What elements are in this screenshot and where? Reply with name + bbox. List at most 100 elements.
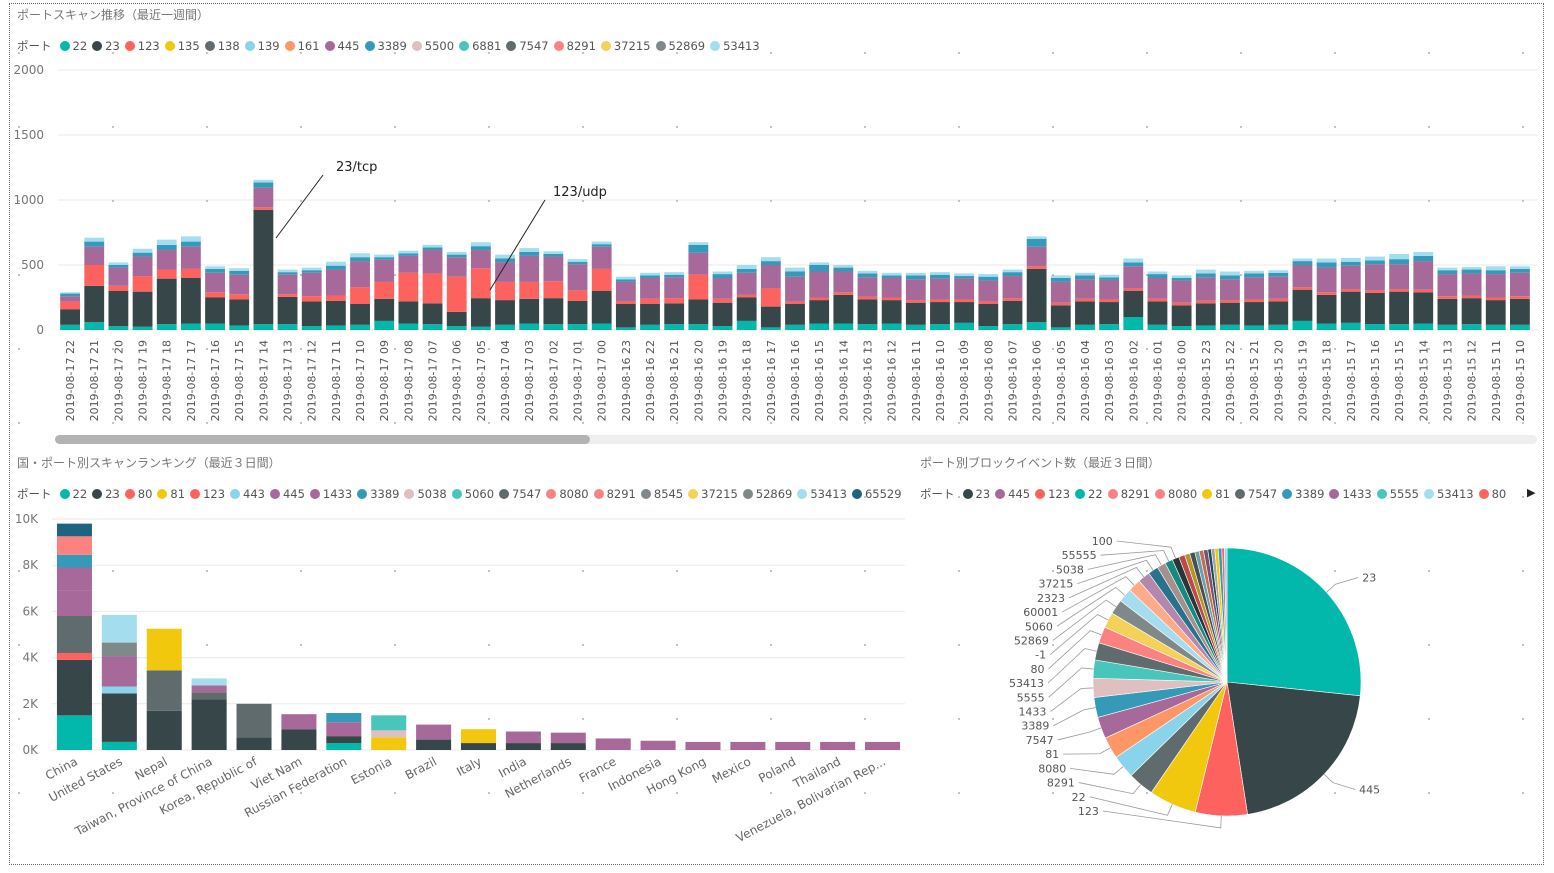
br-legend-item-123[interactable]: 123 bbox=[1035, 487, 1070, 501]
legend-dot-icon bbox=[284, 41, 295, 51]
bar-segment-123 bbox=[108, 285, 129, 291]
bar-segment-123 bbox=[567, 290, 588, 301]
bar-segment-53413 bbox=[1292, 258, 1313, 262]
br-legend-item-5555[interactable]: 5555 bbox=[1376, 487, 1419, 501]
bar-segment-123 bbox=[398, 272, 419, 302]
bar-segment-23 bbox=[1099, 302, 1120, 325]
br-legend-item-8291[interactable]: 8291 bbox=[1107, 487, 1150, 501]
bar-segment-23 bbox=[954, 302, 975, 323]
top-chart-legend[interactable]: ポート 22 23 123 135 138 139 161 445 3389 5500 6881 75… bbox=[17, 38, 765, 54]
bar-segment-123 bbox=[688, 274, 709, 300]
legend-dot-icon bbox=[157, 489, 168, 499]
bar-segment-445 bbox=[277, 274, 298, 295]
br-legend-item-23[interactable]: 23 bbox=[962, 487, 990, 501]
bar-segment-53413 bbox=[930, 272, 950, 275]
pie-leader-line bbox=[1049, 613, 1109, 655]
br-legend-item-53413[interactable]: 53413 bbox=[1424, 487, 1474, 501]
y-tick-label: 0K bbox=[22, 743, 39, 757]
bl-legend-item-22[interactable]: 22 bbox=[59, 487, 87, 501]
bar-segment-123 bbox=[277, 294, 298, 297]
top-legend-item-123[interactable]: 123 bbox=[124, 39, 160, 53]
bl-legend-item-81[interactable]: 81 bbox=[157, 487, 185, 501]
top-legend-item-138[interactable]: 138 bbox=[204, 39, 240, 53]
horizontal-scrollbar-thumb[interactable] bbox=[55, 435, 590, 444]
bl-legend-item-52869[interactable]: 52869 bbox=[742, 487, 792, 501]
top-legend-item-7547[interactable]: 7547 bbox=[506, 39, 549, 53]
x-tick-label: 2019-08-17 04 bbox=[499, 340, 512, 421]
x-tick-label: 2019-08-15 11 bbox=[1490, 340, 1503, 421]
top-legend-item-23[interactable]: 23 bbox=[92, 39, 120, 53]
br-legend-item-3389[interactable]: 3389 bbox=[1282, 487, 1324, 501]
bar-segment-445 bbox=[1268, 276, 1289, 299]
y-tick-label: 500 bbox=[21, 258, 44, 272]
bottom-right-legend[interactable]: ポート 23 445 123 22 8291 8080 81 7547 3389 1433 5555… bbox=[920, 486, 1511, 502]
top-legend-item-445[interactable]: 445 bbox=[324, 39, 360, 53]
bar-segment-445 bbox=[180, 246, 201, 269]
bar-segment-3389 bbox=[519, 252, 540, 256]
bar-segment-445 bbox=[191, 685, 227, 693]
bl-legend-item-3389[interactable]: 3389 bbox=[357, 487, 399, 501]
pie-data-label: 23 bbox=[1362, 572, 1376, 585]
bl-legend-item-53413[interactable]: 53413 bbox=[797, 487, 847, 501]
bl-legend-item-8545[interactable]: 8545 bbox=[640, 487, 683, 501]
top-legend-item-139[interactable]: 139 bbox=[244, 39, 280, 53]
bl-legend-item-37215[interactable]: 37215 bbox=[688, 487, 738, 501]
bl-legend-item-445[interactable]: 445 bbox=[269, 487, 305, 501]
bottom-left-legend[interactable]: ポート 22 23 80 81 123 443 445 1433 3389 5038 5060 754… bbox=[17, 486, 907, 502]
top-legend-item-3389[interactable]: 3389 bbox=[364, 39, 407, 53]
legend-item-label: 123 bbox=[203, 487, 226, 501]
top-legend-item-6881[interactable]: 6881 bbox=[459, 39, 501, 53]
bar-segment-23 bbox=[326, 736, 362, 744]
annotation-line bbox=[275, 174, 324, 239]
top-legend-item-8291[interactable]: 8291 bbox=[553, 39, 596, 53]
bl-legend-item-80[interactable]: 80 bbox=[124, 487, 152, 501]
bl-legend-item-5060[interactable]: 5060 bbox=[451, 487, 494, 501]
br-legend-item-445[interactable]: 445 bbox=[995, 487, 1030, 501]
bar-segment-445 bbox=[1026, 246, 1047, 267]
top-legend-item-135[interactable]: 135 bbox=[164, 39, 200, 53]
bar-segment-23 bbox=[416, 739, 452, 750]
bar-segment-123 bbox=[1050, 302, 1071, 306]
bl-legend-item-7547[interactable]: 7547 bbox=[499, 487, 541, 501]
br-legend-item-7547[interactable]: 7547 bbox=[1234, 487, 1277, 501]
br-legend-item-80[interactable]: 80 bbox=[1478, 487, 1506, 501]
bl-legend-item-123[interactable]: 123 bbox=[190, 487, 225, 501]
bar-segment-22 bbox=[1147, 324, 1168, 330]
top-legend-item-52869[interactable]: 52869 bbox=[655, 39, 706, 53]
bar-segment-445 bbox=[1195, 277, 1216, 301]
bar-segment-3389 bbox=[760, 261, 781, 265]
top-legend-item-5500[interactable]: 5500 bbox=[411, 39, 454, 53]
bar-segment-3389 bbox=[640, 275, 660, 278]
br-legend-item-1433[interactable]: 1433 bbox=[1329, 487, 1372, 501]
bar-segment-22 bbox=[954, 322, 975, 330]
bar-segment-22 bbox=[519, 323, 540, 330]
br-legend-item-8080[interactable]: 8080 bbox=[1154, 487, 1197, 501]
legend-item-label: 445 bbox=[1008, 487, 1031, 501]
br-legend-item-81[interactable]: 81 bbox=[1202, 487, 1230, 501]
legend-dot-icon bbox=[499, 489, 510, 499]
bl-legend-item-5038[interactable]: 5038 bbox=[404, 487, 447, 501]
bl-legend-item-23[interactable]: 23 bbox=[92, 487, 120, 501]
bar-segment-23 bbox=[1244, 302, 1265, 326]
horizontal-scrollbar-track[interactable] bbox=[55, 435, 1537, 444]
bar-segment-22 bbox=[567, 324, 588, 330]
bar-segment-123 bbox=[615, 301, 636, 304]
top-legend-item-161[interactable]: 161 bbox=[284, 39, 320, 53]
legend-item-label: 22 bbox=[72, 39, 88, 53]
bl-legend-item-1433[interactable]: 1433 bbox=[309, 487, 352, 501]
legend-item-label: 52869 bbox=[668, 39, 706, 53]
bar-segment-53413 bbox=[1437, 267, 1458, 271]
bar-segment-53413 bbox=[101, 614, 137, 643]
bl-legend-item-8080[interactable]: 8080 bbox=[546, 487, 589, 501]
bar-segment-3389 bbox=[1244, 273, 1265, 278]
top-legend-item-37215[interactable]: 37215 bbox=[600, 39, 651, 53]
bl-legend-item-443[interactable]: 443 bbox=[230, 487, 265, 501]
br-legend-item-22[interactable]: 22 bbox=[1075, 487, 1103, 501]
legend-next-arrow-icon[interactable]: ▶ bbox=[1527, 486, 1536, 499]
bl-legend-item-8291[interactable]: 8291 bbox=[593, 487, 636, 501]
bar-segment-22 bbox=[1461, 324, 1482, 330]
bar-segment-445 bbox=[1437, 274, 1458, 297]
top-legend-item-53413[interactable]: 53413 bbox=[710, 39, 760, 53]
top-legend-item-22[interactable]: 22 bbox=[59, 39, 88, 53]
bl-legend-item-65529[interactable]: 65529 bbox=[851, 487, 902, 501]
